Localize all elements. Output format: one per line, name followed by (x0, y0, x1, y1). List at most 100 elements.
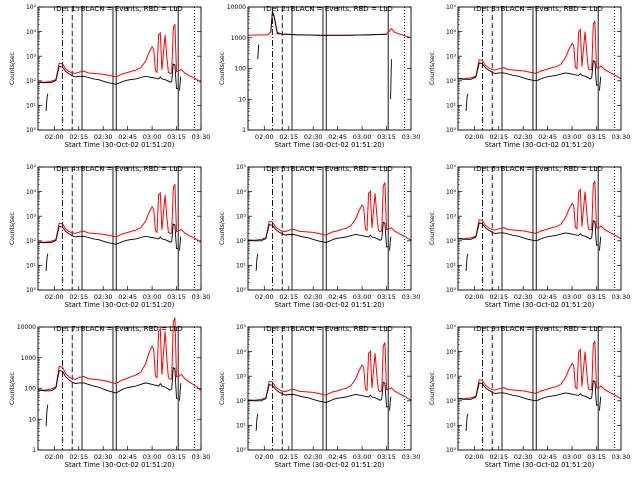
series-lld (457, 20, 622, 80)
x-tick-label: 03:00 (143, 453, 162, 461)
x-tick-label: 03:15 (377, 453, 396, 461)
x-tick-label: 02:45 (538, 133, 557, 141)
x-axis-label: Start Time (30-Oct-02 01:51:20) (65, 301, 175, 309)
x-tick-label: 02:30 (304, 453, 323, 461)
y-tick-label: 10¹ (236, 423, 247, 430)
x-tick-label: 02:45 (328, 453, 347, 461)
x-axis-label: Start Time (30-Oct-02 01:51:20) (65, 461, 175, 469)
x-axis-label: Start Time (30-Oct-02 01:51:20) (65, 141, 175, 149)
plot-frame (247, 6, 412, 131)
x-tick-label: 02:30 (94, 453, 113, 461)
y-tick-label: 10¹ (236, 263, 247, 270)
panel-title: Det 3: BLACK = Events, RED = LLD (476, 4, 603, 13)
y-tick-label: 10⁴ (446, 29, 457, 36)
y-tick-label: 10⁵ (236, 324, 247, 331)
y-tick-label: 10⁵ (26, 4, 37, 11)
x-tick-label: 02:00 (45, 133, 64, 141)
panel-det-9: Det 9: BLACK = Events, RED = LLD Counts/s… (429, 324, 630, 469)
series-events (270, 11, 387, 36)
panel-title: Det 2: BLACK = Events, RED = LLD (266, 4, 393, 13)
x-tick-label: 02:00 (45, 453, 64, 461)
x-tick-label: 02:45 (118, 453, 137, 461)
y-tick-label: 10000 (17, 324, 36, 331)
y-tick-label: 10¹ (446, 103, 457, 110)
series-events (457, 379, 599, 406)
panel-title: Det 1: BLACK = Events, RED = LLD (56, 4, 183, 13)
x-axis-label: Start Time (30-Oct-02 01:51:20) (275, 141, 385, 149)
x-tick-label: 02:15 (69, 453, 88, 461)
y-tick-label: 10⁵ (446, 164, 457, 171)
plot-frame (457, 326, 622, 451)
x-tick-label: 02:45 (118, 133, 137, 141)
y-tick-label: 10² (236, 238, 247, 245)
series-events-tail (389, 396, 392, 411)
y-axis-label: Counts/sec (9, 212, 16, 245)
panel-title: Det 9: BLACK = Events, RED = LLD (476, 324, 603, 333)
series-lld (457, 340, 622, 400)
x-tick-label: 03:15 (587, 293, 606, 301)
y-tick-label: 10⁰ (446, 287, 457, 294)
x-tick-label: 02:30 (304, 133, 323, 141)
series-events-tail (179, 383, 182, 401)
x-tick-label: 02:30 (304, 293, 323, 301)
panel-title: Det 5: BLACK = Events, RED = LLD (266, 164, 393, 173)
y-tick-label: 10⁵ (446, 4, 457, 11)
y-tick-label: 100 (235, 66, 247, 73)
series-events-tail (599, 396, 602, 411)
x-axis-label: Start Time (30-Oct-02 01:51:20) (485, 141, 595, 149)
series-events-drop (45, 93, 49, 111)
x-tick-label: 02:00 (465, 293, 484, 301)
series-events (457, 219, 599, 246)
panel-det-3: Det 3: BLACK = Events, RED = LLD Counts/s… (429, 4, 630, 149)
y-tick-label: 10000 (227, 4, 246, 11)
series-events-tail (599, 236, 602, 251)
y-tick-label: 1000 (231, 35, 246, 42)
series-lld (457, 180, 622, 240)
y-tick-label: 10² (446, 238, 457, 245)
series-lld (37, 23, 202, 83)
x-tick-label: 02:00 (255, 293, 274, 301)
series-events-tail (390, 59, 392, 100)
x-tick-label: 03:00 (563, 453, 582, 461)
y-tick-label: 10¹ (26, 263, 37, 270)
series-lld (247, 182, 412, 241)
y-tick-label: 10⁵ (446, 324, 457, 331)
y-tick-label: 10 (28, 416, 36, 423)
series-events-tail (389, 236, 392, 251)
y-tick-label: 10³ (26, 53, 37, 60)
x-tick-label: 02:15 (489, 293, 508, 301)
x-tick-label: 02:45 (118, 293, 137, 301)
y-tick-label: 10³ (236, 373, 247, 380)
x-tick-label: 02:00 (255, 133, 274, 141)
x-tick-label: 03:15 (167, 133, 186, 141)
panel-title: Det 6: BLACK = Events, RED = LLD (476, 164, 603, 173)
panel-det-1: Det 1: BLACK = Events, RED = LLD Counts/s… (9, 4, 210, 149)
y-tick-label: 10¹ (26, 103, 37, 110)
y-axis-label: Counts/sec (219, 52, 226, 85)
x-tick-label: 03:00 (143, 293, 162, 301)
y-tick-label: 10⁵ (26, 164, 37, 171)
panel-det-4: Det 4: BLACK = Events, RED = LLD Counts/s… (9, 164, 210, 309)
x-tick-label: 02:30 (94, 133, 113, 141)
x-tick-label: 02:30 (94, 293, 113, 301)
x-tick-label: 03:00 (353, 453, 372, 461)
y-tick-label: 10¹ (446, 263, 457, 270)
y-tick-label: 10⁴ (446, 349, 457, 356)
series-events (37, 223, 179, 250)
y-tick-label: 10² (446, 398, 457, 405)
x-tick-label: 02:30 (514, 133, 533, 141)
x-axis-label: Start Time (30-Oct-02 01:51:20) (275, 301, 385, 309)
x-tick-label: 02:15 (489, 133, 508, 141)
series-events-drop (465, 413, 469, 431)
x-tick-label: 03:30 (612, 293, 631, 301)
y-tick-label: 100 (25, 386, 37, 393)
x-tick-label: 03:15 (167, 453, 186, 461)
y-axis-label: Counts/sec (429, 212, 436, 245)
series-lld (37, 183, 202, 243)
x-axis-label: Start Time (30-Oct-02 01:51:20) (485, 461, 595, 469)
series-events-drop (255, 253, 259, 271)
plot-frame (37, 6, 202, 131)
y-tick-label: 10⁴ (446, 189, 457, 196)
y-tick-label: 10⁴ (26, 189, 37, 196)
